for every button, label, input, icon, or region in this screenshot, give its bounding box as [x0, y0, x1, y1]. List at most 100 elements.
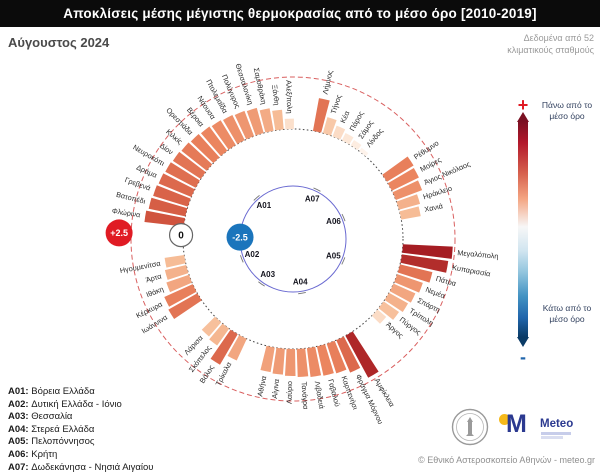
bar-Βόλος: [210, 329, 238, 365]
badge-minus-2-5: -2.5: [232, 232, 248, 242]
region-tick-A06: [341, 213, 346, 222]
bar-Κέρκυρα: [164, 284, 197, 307]
region-tick-A02: [240, 255, 244, 263]
bar-Βατοπέδι: [148, 197, 188, 217]
meteo-tagline-line: [541, 432, 571, 435]
bar-Τρίπολη: [384, 292, 409, 313]
region-tick-A04: [298, 292, 306, 295]
meteo-logo-m-icon: M: [506, 410, 527, 438]
station-label-Δίον: Δίον: [158, 141, 175, 157]
colorbar-gradient: [518, 121, 528, 337]
colorbar-above-label: Πάνω από το μέσο όρο: [541, 100, 593, 122]
station-label-Βατοπέδι: Βατοπέδι: [115, 190, 146, 206]
station-label-Ξάνθη: Ξάνθη: [270, 84, 281, 106]
bar-Δράμα: [158, 173, 195, 197]
legend-item-A05: A05: Πελοπόννησος: [8, 436, 95, 448]
attribution: © Εθνικό Αστεροσκοπείο Αθηνών - meteo.gr: [418, 455, 595, 465]
region-code-A03: A03: [260, 270, 275, 279]
colorbar-bottom-arrow: [517, 337, 529, 347]
station-label-Φλώρινα: Φλώρινα: [111, 206, 142, 219]
bar-Ιωάννινα: [168, 293, 202, 320]
bar-Άρτα: [164, 264, 189, 280]
station-label-Δράμα: Δράμα: [135, 163, 159, 181]
bar-Ηράκλειο: [396, 194, 421, 210]
region-tick-A05: [341, 257, 346, 265]
legend-item-A04: A04: Στερεά Ελλάδα: [8, 423, 95, 435]
station-label-Νεμέα: Νεμέα: [424, 285, 447, 301]
bar-Ορεστιάδα: [190, 133, 220, 164]
legend-item-A01: A01: Βόρεια Ελλάδα: [8, 386, 95, 397]
bar-Σπάρτη: [389, 283, 416, 303]
bar-Νεμέα: [394, 274, 423, 293]
region-tick-A01: [253, 195, 260, 201]
region-code-A02: A02: [245, 250, 260, 259]
colorbar-minus-sign: -: [520, 347, 526, 367]
bar-Δίον: [172, 151, 206, 180]
station-label-Λαύριο: Λαύριο: [285, 381, 294, 404]
station-label-Τρίκαλα: Τρίκαλα: [214, 360, 234, 388]
bar-Αίγινα: [272, 347, 285, 375]
bar-Γαβαλού: [316, 344, 334, 376]
colorbar-below-label: Κάτω από το μέσο όρο: [542, 303, 592, 325]
bar-Βέροια: [200, 126, 228, 157]
station-count-note: Δεδομένα από 52 κλιματικούς σταθμούς: [507, 33, 594, 56]
bar-Κέα: [332, 125, 346, 140]
bar-Νάουσα: [211, 120, 236, 150]
meteo-wordmark: Meteo: [540, 418, 574, 430]
bar-Σάμος: [350, 140, 362, 151]
legend-item-A07: A07: Δωδεκάνησα - Νησιά Αιγαίου: [8, 461, 154, 473]
station-label-Μεγαλόπολη: Μεγαλόπολη: [457, 248, 499, 261]
bar-Τανάγρα: [296, 348, 309, 378]
station-count-line2: κλιματικούς σταθμούς: [507, 44, 594, 55]
bar-Αθήνα: [260, 345, 275, 373]
bar-Φράγμα Μόρνου: [336, 336, 361, 373]
badge-zero: 0: [178, 231, 184, 242]
badge-plus-2-5-circle: [105, 219, 133, 247]
bar-Γρεβενά: [153, 185, 191, 207]
bar-Κυπαρισσία: [400, 254, 449, 273]
bar-Καρπενήσι: [326, 340, 347, 374]
station-label-Ιθάκη: Ιθάκη: [145, 284, 165, 299]
region-code-A05: A05: [326, 252, 341, 261]
legend-item-A06: A06: Κρήτη: [8, 448, 58, 460]
region-code-A06: A06: [326, 217, 341, 226]
region-code-A07: A07: [305, 195, 320, 204]
bar-Κιλκίς: [181, 142, 213, 171]
title-bar: Αποκλίσεις μέσης μέγιστης θερμοκρασίας α…: [0, 0, 600, 27]
bar-Τήνος: [322, 117, 337, 136]
bar-Φλώρινα: [144, 210, 186, 227]
station-count-line1: Δεδομένα από 52: [523, 33, 594, 43]
station-label-Άρτα: Άρτα: [145, 271, 164, 284]
month-label: Αύγουστος 2024: [8, 35, 110, 50]
station-label-Αθήνα: Αθήνα: [255, 374, 268, 397]
bar-Μοίρες: [387, 167, 419, 191]
bar-Πτολεμαΐδα: [223, 114, 245, 145]
region-code-A04: A04: [293, 278, 308, 287]
region-legend: A01: Βόρεια Ελλάδα A02: Δυτική Ελλάδα - Ι…: [8, 386, 153, 474]
bar-Άγιος Νικόλαος: [392, 180, 423, 201]
bar-Πάτρα: [397, 264, 433, 283]
bar-Τρίκαλα: [227, 334, 247, 361]
station-label-Αλεξ/πολη: Αλεξ/πολη: [284, 80, 294, 114]
bar-Λαύριο: [284, 348, 296, 377]
bar-Ηγουμενίτσα: [164, 254, 186, 268]
bar-Αμφίκλεια: [345, 331, 379, 378]
bar-Πύργος: [378, 301, 400, 320]
badge-zero-circle: [168, 222, 194, 248]
bar-Χανιά: [399, 206, 421, 220]
region-code-A01: A01: [257, 201, 272, 210]
bar-Ξάνθη: [272, 109, 284, 131]
badge-plus-2-5: +2.5: [110, 228, 128, 238]
bar-Άργος: [371, 309, 387, 324]
station-label-Αίγινα: Αίγινα: [270, 378, 281, 399]
colorbar-top-arrow: [517, 112, 529, 122]
page-title: Αποκλίσεις μέσης μέγιστης θερμοκρασίας α…: [63, 6, 537, 21]
bar-Νευροκόπι: [165, 162, 200, 188]
region-tick-A07: [313, 187, 321, 192]
meteo-logo: M Meteo: [497, 410, 593, 446]
bar-Λίνδος: [359, 147, 369, 157]
observatory-seal-logo: [451, 408, 489, 446]
station-label-Πάτρα: Πάτρα: [435, 274, 458, 288]
bar-Ιθάκη: [166, 274, 193, 293]
